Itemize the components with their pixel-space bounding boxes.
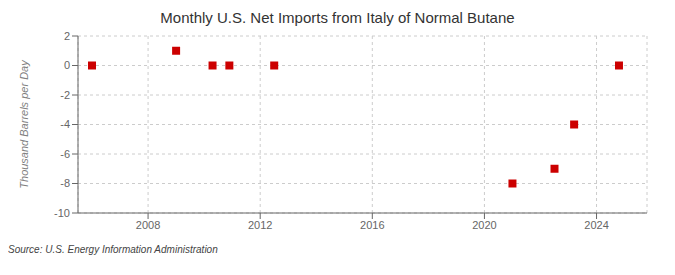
svg-text:-8: -8 xyxy=(60,177,70,189)
svg-text:2: 2 xyxy=(64,30,70,42)
svg-text:2008: 2008 xyxy=(136,219,160,231)
svg-text:2024: 2024 xyxy=(584,219,608,231)
svg-text:-10: -10 xyxy=(54,207,70,219)
svg-text:0: 0 xyxy=(64,59,70,71)
svg-text:2012: 2012 xyxy=(248,219,272,231)
svg-text:2016: 2016 xyxy=(360,219,384,231)
svg-text:-4: -4 xyxy=(60,118,70,130)
html-text:Monthly U.S. Net Imports from: Monthly U.S. Net Imports from Italy of N… xyxy=(160,9,515,26)
svg-text:-2: -2 xyxy=(60,89,70,101)
svg-text:2020: 2020 xyxy=(472,219,496,231)
svg-text:-6: -6 xyxy=(60,148,70,160)
html-text:Source: U.S. Energy Informatio: Source: U.S. Energy Information Administ… xyxy=(8,244,218,255)
svg-text:Thousand Barrels per Day: Thousand Barrels per Day xyxy=(18,59,30,189)
